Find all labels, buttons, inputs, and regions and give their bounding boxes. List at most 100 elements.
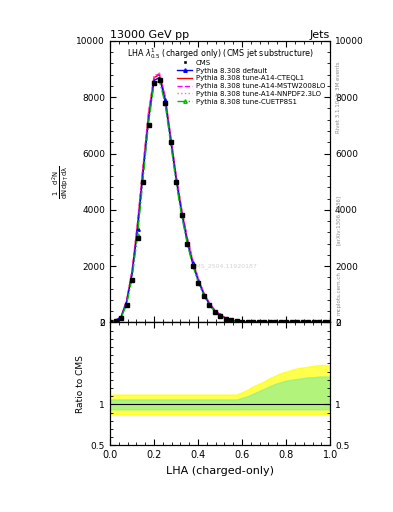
Pythia 8.308 tune-A14-MSTW2008LO <box>207 300 211 306</box>
Pythia 8.308 default <box>256 319 261 325</box>
Pythia 8.308 tune-A14-CTEQL1 <box>152 74 156 80</box>
Pythia 8.308 tune-A14-CTEQL1 <box>295 319 299 326</box>
CMS <box>108 319 112 326</box>
Pythia 8.308 tune-A14-NNPDF2.3LO <box>163 93 167 99</box>
Pythia 8.308 tune-A14-CTEQL1 <box>163 94 167 100</box>
Pythia 8.308 tune-A14-MSTW2008LO <box>284 319 288 326</box>
Pythia 8.308 tune-A14-CTEQL1 <box>207 300 211 306</box>
CMS <box>146 122 151 129</box>
CMS <box>119 315 123 321</box>
Pythia 8.308 tune-CUETP8S1 <box>157 78 162 84</box>
Pythia 8.308 default <box>190 260 195 266</box>
Pythia 8.308 tune-A14-NNPDF2.3LO <box>152 73 156 79</box>
Pythia 8.308 tune-CUETP8S1 <box>190 262 195 268</box>
CMS <box>245 319 250 325</box>
Pythia 8.308 default <box>229 317 233 323</box>
Pythia 8.308 default <box>108 319 112 326</box>
Line: Pythia 8.308 tune-A14-CTEQL1: Pythia 8.308 tune-A14-CTEQL1 <box>110 75 330 323</box>
Pythia 8.308 tune-A14-CTEQL1 <box>240 318 244 325</box>
Pythia 8.308 tune-CUETP8S1 <box>185 240 189 246</box>
CMS <box>212 309 217 315</box>
Pythia 8.308 tune-CUETP8S1 <box>229 317 233 324</box>
Pythia 8.308 tune-A14-MSTW2008LO <box>223 315 228 321</box>
Pythia 8.308 default <box>157 74 162 80</box>
Pythia 8.308 tune-A14-CTEQL1 <box>179 207 184 213</box>
Pythia 8.308 tune-A14-MSTW2008LO <box>168 133 173 139</box>
Pythia 8.308 tune-CUETP8S1 <box>273 319 277 326</box>
Pythia 8.308 default <box>113 317 118 324</box>
Pythia 8.308 default <box>251 319 255 325</box>
Pythia 8.308 tune-CUETP8S1 <box>207 302 211 308</box>
Pythia 8.308 tune-A14-CTEQL1 <box>322 319 327 326</box>
Pythia 8.308 default <box>124 300 129 306</box>
Line: Pythia 8.308 tune-CUETP8S1: Pythia 8.308 tune-CUETP8S1 <box>108 79 332 324</box>
Pythia 8.308 tune-A14-CTEQL1 <box>196 275 200 282</box>
Pythia 8.308 tune-A14-NNPDF2.3LO <box>174 171 178 177</box>
Pythia 8.308 tune-A14-CTEQL1 <box>113 317 118 324</box>
CMS <box>141 179 145 185</box>
Pythia 8.308 tune-A14-NNPDF2.3LO <box>240 318 244 325</box>
CMS <box>152 80 156 86</box>
Pythia 8.308 tune-A14-NNPDF2.3LO <box>273 319 277 326</box>
Pythia 8.308 tune-A14-CTEQL1 <box>130 269 134 275</box>
CMS <box>130 277 134 283</box>
Pythia 8.308 tune-A14-MSTW2008LO <box>124 298 129 304</box>
Pythia 8.308 tune-A14-MSTW2008LO <box>295 319 299 326</box>
Pythia 8.308 default <box>141 170 145 176</box>
Pythia 8.308 default <box>328 319 332 326</box>
CMS <box>135 235 140 241</box>
Pythia 8.308 default <box>223 315 228 322</box>
CMS <box>190 263 195 269</box>
Pythia 8.308 tune-A14-NNPDF2.3LO <box>119 313 123 319</box>
Pythia 8.308 default <box>163 97 167 103</box>
CMS <box>251 319 255 325</box>
Pythia 8.308 tune-A14-MSTW2008LO <box>317 319 321 326</box>
Pythia 8.308 tune-A14-NNPDF2.3LO <box>185 233 189 239</box>
CMS <box>168 139 173 145</box>
Pythia 8.308 tune-A14-NNPDF2.3LO <box>267 319 272 326</box>
Pythia 8.308 tune-A14-MSTW2008LO <box>135 220 140 226</box>
Pythia 8.308 default <box>245 319 250 325</box>
Pythia 8.308 tune-CUETP8S1 <box>256 319 261 325</box>
Pythia 8.308 tune-A14-CTEQL1 <box>267 319 272 326</box>
Pythia 8.308 default <box>322 319 327 326</box>
Pythia 8.308 tune-A14-MSTW2008LO <box>146 110 151 116</box>
Pythia 8.308 default <box>300 319 305 326</box>
Pythia 8.308 tune-CUETP8S1 <box>262 319 266 326</box>
CMS <box>196 280 200 286</box>
Pythia 8.308 tune-CUETP8S1 <box>196 279 200 285</box>
Pythia 8.308 tune-A14-CTEQL1 <box>256 319 261 325</box>
CMS <box>262 319 266 326</box>
CMS <box>295 319 299 326</box>
Text: 13000 GeV pp: 13000 GeV pp <box>110 30 189 40</box>
Pythia 8.308 default <box>174 176 178 182</box>
Pythia 8.308 tune-A14-MSTW2008LO <box>179 206 184 212</box>
Pythia 8.308 tune-A14-CTEQL1 <box>289 319 294 326</box>
Pythia 8.308 tune-A14-NNPDF2.3LO <box>113 317 118 324</box>
Pythia 8.308 tune-A14-NNPDF2.3LO <box>135 219 140 225</box>
Line: Pythia 8.308 tune-A14-NNPDF2.3LO: Pythia 8.308 tune-A14-NNPDF2.3LO <box>110 73 330 323</box>
Pythia 8.308 tune-A14-NNPDF2.3LO <box>262 319 266 326</box>
Pythia 8.308 tune-CUETP8S1 <box>146 120 151 126</box>
Pythia 8.308 tune-CUETP8S1 <box>152 81 156 87</box>
Line: CMS: CMS <box>108 79 332 324</box>
Pythia 8.308 tune-A14-CTEQL1 <box>311 319 316 326</box>
Pythia 8.308 tune-A14-CTEQL1 <box>108 319 112 326</box>
Pythia 8.308 default <box>289 319 294 326</box>
Pythia 8.308 tune-CUETP8S1 <box>135 232 140 238</box>
Pythia 8.308 tune-A14-CTEQL1 <box>141 164 145 170</box>
CMS <box>284 319 288 326</box>
Pythia 8.308 tune-A14-MSTW2008LO <box>152 73 156 79</box>
CMS <box>256 319 261 325</box>
Pythia 8.308 default <box>240 319 244 325</box>
Pythia 8.308 tune-CUETP8S1 <box>130 275 134 282</box>
Pythia 8.308 tune-CUETP8S1 <box>278 319 283 326</box>
Pythia 8.308 default <box>218 312 222 318</box>
CMS <box>311 319 316 326</box>
Pythia 8.308 tune-A14-MSTW2008LO <box>289 319 294 326</box>
Pythia 8.308 tune-A14-NNPDF2.3LO <box>207 300 211 306</box>
Pythia 8.308 tune-A14-CTEQL1 <box>278 319 283 326</box>
Pythia 8.308 tune-CUETP8S1 <box>212 308 217 314</box>
Pythia 8.308 tune-A14-MSTW2008LO <box>306 319 310 326</box>
Pythia 8.308 tune-A14-CTEQL1 <box>262 319 266 326</box>
